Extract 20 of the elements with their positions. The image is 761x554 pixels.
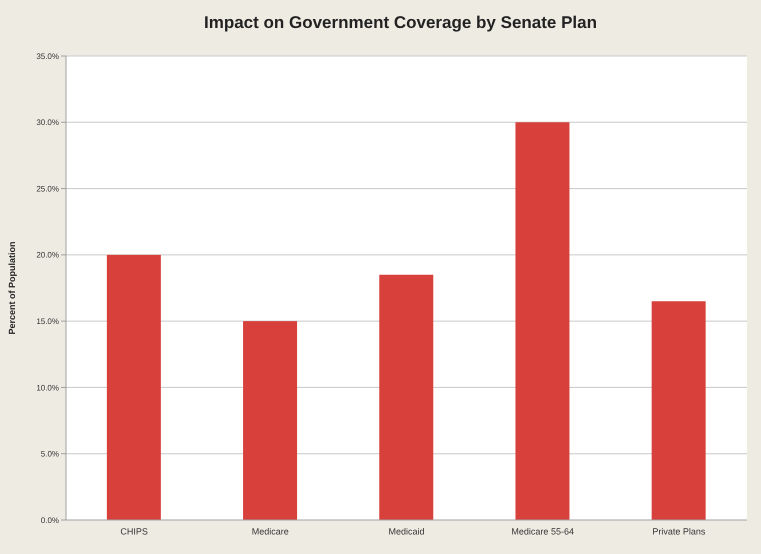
bar <box>515 122 570 520</box>
x-tick-label: Private Plans <box>652 526 706 536</box>
x-tick-label: Medicare 55-64 <box>511 526 574 536</box>
bar <box>106 254 161 520</box>
chart-title: Impact on Government Coverage by Senate Plan <box>204 13 597 33</box>
y-tick-label: 30.0% <box>36 118 59 128</box>
bar <box>379 274 434 520</box>
y-tick-label: 25.0% <box>36 184 59 194</box>
y-tick-label: 5.0% <box>40 450 59 459</box>
bar <box>652 301 706 520</box>
y-tick-label: 20.0% <box>36 250 59 260</box>
y-axis-title: Percent of Population <box>7 241 18 335</box>
y-tick-label: 0.0% <box>40 516 59 525</box>
x-tick-label: Medicare <box>252 526 289 536</box>
bar <box>243 321 298 520</box>
y-tick-label: 10.0% <box>36 383 59 392</box>
x-tick-label: Medicaid <box>388 526 425 536</box>
y-tick-label: 35.0% <box>36 52 59 61</box>
x-tick-label: CHIPS <box>120 526 148 536</box>
y-tick-label: 15.0% <box>36 316 59 326</box>
